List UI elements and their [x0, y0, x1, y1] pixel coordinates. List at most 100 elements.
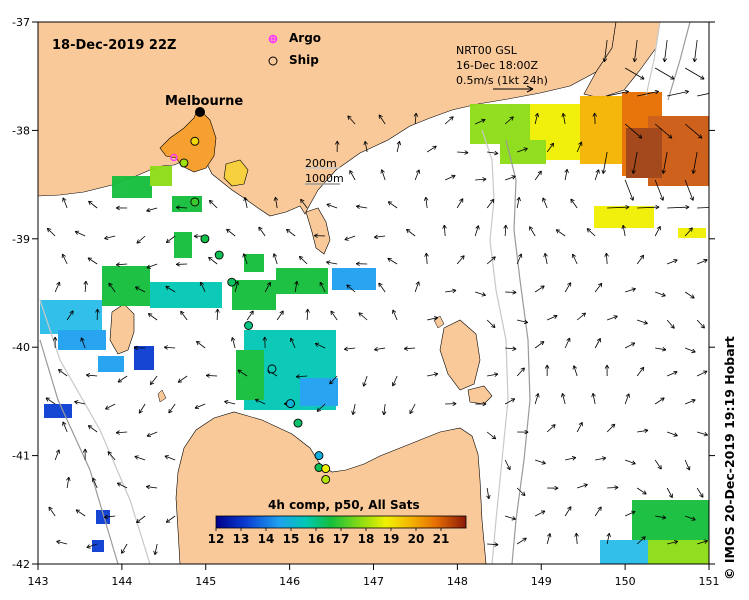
current-arrow: [534, 510, 546, 517]
current-arrowhead: [631, 169, 636, 174]
current-arrowhead: [449, 116, 454, 121]
current-arrow: [474, 225, 479, 237]
current-arrowhead: [716, 205, 720, 209]
current-arrow: [374, 235, 386, 238]
current-arrow: [487, 151, 499, 154]
current-arrowhead: [539, 341, 545, 346]
current-arrowhead: [516, 196, 521, 202]
current-arrowhead: [344, 236, 349, 241]
ship-marker: [190, 136, 200, 146]
current-arrowhead: [459, 198, 464, 203]
current-arrowhead: [153, 550, 158, 556]
current-arrow: [666, 259, 678, 265]
current-arrowhead: [85, 373, 91, 378]
current-arrowhead: [300, 198, 305, 204]
current-arrowhead: [597, 506, 602, 511]
current-arrowhead: [546, 533, 552, 538]
map-datetime: 18-Dec-2019 22Z: [52, 38, 177, 53]
current-arrow: [505, 515, 516, 520]
current-arrow: [529, 226, 536, 237]
colorbar-tick-label: 16: [308, 532, 325, 546]
current-arrow: [606, 423, 616, 433]
current-arrowhead: [490, 198, 495, 204]
current-arrowhead: [319, 281, 324, 287]
current-arrow: [121, 543, 128, 554]
current-arrow: [684, 67, 705, 80]
sst-patch: [44, 404, 72, 418]
sst-patch: [174, 232, 192, 258]
current-arrowhead: [564, 168, 569, 174]
current-arrow: [224, 401, 236, 405]
current-arrow: [516, 537, 527, 545]
current-arrowhead: [330, 310, 335, 315]
current-arrowhead: [606, 532, 611, 538]
current-arrow: [426, 145, 437, 153]
current-arrowhead: [510, 398, 516, 403]
current-arrow: [605, 253, 608, 265]
current-arrow: [654, 67, 675, 80]
ship-marker: [179, 158, 189, 168]
current-arrow: [456, 255, 465, 265]
current-arrow: [392, 375, 398, 387]
current-arrowhead: [149, 380, 155, 386]
current-arrowhead: [555, 229, 561, 234]
current-arrowhead: [601, 456, 607, 461]
current-arrow: [457, 151, 469, 154]
current-arrow: [74, 401, 86, 405]
current-arrow: [206, 375, 218, 377]
current-arrow: [575, 533, 578, 545]
current-arrowhead: [491, 323, 496, 329]
current-arrowhead: [165, 518, 171, 523]
current-arrowhead: [380, 169, 385, 174]
current-arrowhead: [326, 203, 331, 208]
current-arrow: [624, 67, 645, 80]
current-arrow: [505, 347, 517, 350]
colorbar-tick-label: 18: [358, 532, 375, 546]
current-arrow: [276, 310, 284, 321]
current-arrow: [664, 39, 668, 62]
current-arrow: [684, 123, 703, 139]
current-arrowhead: [667, 134, 673, 139]
current-arrow: [344, 235, 356, 241]
sst-patch: [244, 254, 264, 272]
current-arrowhead: [262, 336, 268, 341]
current-arrow: [208, 256, 218, 265]
argo-markers: [170, 153, 178, 162]
current-arrowhead: [475, 225, 480, 230]
current-arrow: [486, 256, 496, 265]
current-arrowhead: [423, 196, 429, 201]
current-arrow: [364, 141, 368, 153]
current-arrow: [504, 398, 515, 405]
current-arrowhead: [654, 89, 659, 95]
current-arrow: [136, 235, 146, 244]
current-arrow: [655, 347, 667, 351]
ship-marker: [321, 464, 331, 474]
current-arrow: [607, 315, 618, 321]
current-arrowhead: [87, 257, 93, 262]
current-arrow: [330, 310, 338, 321]
current-arrow: [625, 459, 636, 465]
current-arrow: [237, 369, 248, 377]
current-arrowhead: [55, 449, 61, 454]
current-arrowhead: [631, 510, 636, 515]
current-arrow: [564, 169, 568, 181]
current-arrowhead: [272, 253, 278, 258]
current-arrow: [84, 281, 87, 293]
current-arrow: [546, 533, 551, 545]
current-arrow: [542, 197, 548, 209]
current-arrowhead: [305, 308, 310, 313]
current-arrowhead: [193, 233, 198, 239]
current-arrow: [696, 319, 705, 329]
current-arrow: [209, 200, 218, 209]
current-arrowhead: [621, 224, 626, 230]
current-arrow: [87, 257, 98, 265]
current-arrowhead: [703, 539, 708, 544]
y-tick-label: -41: [12, 450, 30, 463]
x-tick-label: 151: [699, 575, 720, 588]
current-arrow: [486, 319, 496, 328]
current-arrowhead: [177, 378, 183, 383]
sst-patch: [112, 176, 152, 198]
current-arrow: [684, 291, 695, 299]
current-arrow: [602, 151, 608, 174]
sst-patch: [332, 268, 376, 290]
